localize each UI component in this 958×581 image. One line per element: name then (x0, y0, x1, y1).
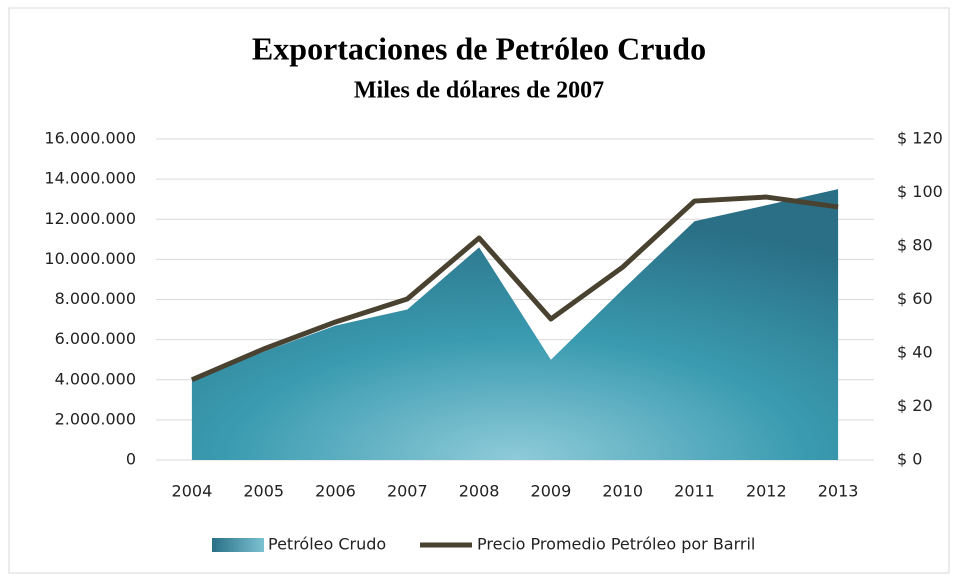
y-tick-label: 0 (126, 450, 136, 469)
y-tick-label: 12.000.000 (44, 209, 136, 228)
y2-tick-label: $ 0 (897, 450, 922, 469)
x-tick-label: 2004 (172, 482, 213, 501)
y2-tick-label: $ 120 (897, 129, 943, 148)
x-tick-label: 2008 (459, 482, 500, 501)
x-tick-label: 2009 (531, 482, 572, 501)
y2-tick-label: $ 20 (897, 396, 933, 415)
chart-subtitle: Miles de dólares de 2007 (354, 78, 604, 104)
legend-label: Precio Promedio Petróleo por Barril (477, 535, 755, 554)
y-tick-label: 10.000.000 (44, 249, 136, 268)
y2-tick-label: $ 80 (897, 236, 933, 255)
y-tick-label: 14.000.000 (44, 169, 136, 188)
area (191, 189, 839, 460)
y2-tick-label: $ 40 (897, 343, 933, 362)
y-tick-label: 2.000.000 (55, 409, 136, 428)
x-tick-label: 2012 (746, 482, 787, 501)
y-tick-label: 8.000.000 (55, 289, 136, 308)
x-tick-label: 2010 (602, 482, 643, 501)
x-tick-label: 2005 (243, 482, 284, 501)
y-tick-label: 16.000.000 (44, 129, 136, 148)
legend-label: Petróleo Crudo (268, 535, 386, 554)
y-tick-label: 4.000.000 (55, 369, 136, 388)
y2-tick-label: $ 100 (897, 182, 943, 201)
y2-tick-label: $ 60 (897, 289, 933, 308)
chart-title: Exportaciones de Petróleo Crudo (252, 30, 706, 66)
x-tick-label: 2006 (315, 482, 356, 501)
x-tick-label: 2007 (387, 482, 428, 501)
x-tick-label: 2011 (674, 482, 715, 501)
y-tick-label: 6.000.000 (55, 329, 136, 348)
line (190, 194, 839, 383)
x-tick-label: 2013 (818, 482, 859, 501)
legend-swatch (212, 538, 264, 552)
